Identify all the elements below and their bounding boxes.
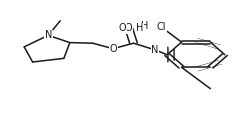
Text: O: O: [109, 44, 117, 54]
Text: O: O: [119, 23, 126, 33]
Text: H: H: [141, 21, 148, 31]
Text: N: N: [44, 30, 52, 40]
Text: N: N: [151, 45, 159, 55]
Text: Cl: Cl: [156, 22, 166, 32]
Text: H: H: [136, 23, 143, 33]
Text: O: O: [125, 23, 132, 33]
